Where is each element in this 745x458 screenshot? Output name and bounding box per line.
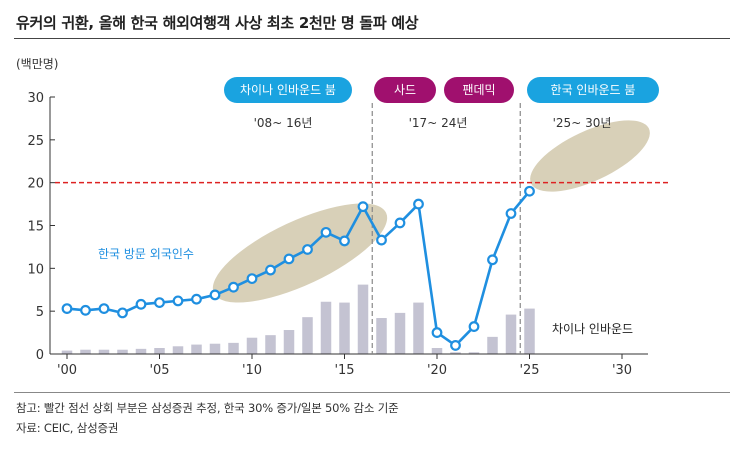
visitor-point bbox=[450, 340, 461, 351]
bar-china-inbound bbox=[431, 348, 443, 354]
x-tick-label: '25 bbox=[519, 363, 539, 378]
visitor-point bbox=[394, 217, 406, 229]
x-tick-label: '30 bbox=[612, 363, 632, 378]
visitor-point bbox=[117, 307, 128, 319]
bar-china-inbound bbox=[228, 342, 239, 354]
footnote-source: 자료: CEIC, 삼성증권 bbox=[16, 421, 119, 435]
visitor-point bbox=[228, 281, 239, 293]
bar-china-inbound bbox=[357, 284, 369, 354]
y-tick-label: 15 bbox=[27, 220, 44, 235]
pill-china-boom: 차이나 인바운드 붐 bbox=[224, 77, 352, 103]
bar-china-inbound bbox=[487, 336, 498, 354]
visitor-point bbox=[431, 327, 443, 338]
period-label-3: '25~ 30년 bbox=[553, 116, 612, 130]
visitor-point bbox=[413, 198, 424, 210]
visitor-point bbox=[357, 201, 369, 213]
bar-china-inbound bbox=[135, 348, 147, 354]
visitor-point bbox=[61, 303, 73, 314]
bar-china-inbound bbox=[80, 349, 91, 354]
x-tick-label: '15 bbox=[334, 363, 354, 378]
y-tick-label: 10 bbox=[27, 262, 44, 277]
bar-china-inbound bbox=[283, 330, 295, 354]
pill-thaad: 사드 bbox=[374, 77, 436, 103]
bar-china-inbound bbox=[339, 302, 350, 354]
visitor-point bbox=[154, 297, 165, 309]
svg-text:한국 인바운드 붐: 한국 인바운드 붐 bbox=[551, 83, 636, 97]
visitor-point bbox=[283, 253, 295, 265]
title-rule bbox=[14, 38, 730, 39]
x-tick-label: '20 bbox=[427, 363, 447, 378]
bar-china-inbound bbox=[265, 335, 276, 354]
svg-text:차이나 인바운드 붐: 차이나 인바운드 붐 bbox=[240, 83, 336, 97]
bar-china-inbound bbox=[209, 343, 221, 354]
bar-china-inbound bbox=[191, 344, 202, 354]
period-label-2: '17~ 24년 bbox=[409, 116, 468, 130]
chart-title: 유커의 귀환, 올해 한국 해외여행객 사상 최초 2천만 명 돌파 예상 bbox=[16, 14, 419, 32]
y-tick-label: 20 bbox=[27, 177, 44, 192]
visitor-point bbox=[172, 295, 184, 307]
bar-china-inbound bbox=[117, 349, 128, 354]
visitor-point bbox=[376, 234, 387, 246]
visitor-point bbox=[135, 298, 147, 310]
visitor-point bbox=[302, 244, 313, 255]
svg-text:사드: 사드 bbox=[394, 83, 416, 97]
bar-china-inbound bbox=[376, 318, 387, 354]
visitor-point bbox=[246, 273, 258, 285]
highlight-ellipse-right bbox=[530, 120, 650, 192]
visitor-point bbox=[80, 304, 91, 316]
visitor-point bbox=[505, 208, 517, 219]
bar-china-inbound bbox=[246, 337, 258, 354]
visitor-point bbox=[320, 226, 332, 238]
visitor-point bbox=[265, 264, 276, 276]
chart-svg: 0 5 10 15 20 25 30 '00 '05 '10 '15 '20 '25 '30 차이나 인바… bbox=[27, 77, 668, 378]
bar-china-inbound bbox=[98, 349, 110, 354]
pill-korea-boom: 한국 인바운드 붐 bbox=[527, 77, 659, 103]
x-tick-label: '10 bbox=[242, 363, 262, 378]
bar-china-inbound bbox=[61, 350, 73, 354]
footer-rule bbox=[14, 392, 730, 393]
bar-china-inbound bbox=[413, 302, 424, 354]
bar-china-inbound bbox=[524, 308, 535, 354]
line-series-label: 한국 방문 외국인수 bbox=[98, 247, 194, 261]
bar-china-inbound bbox=[320, 301, 332, 354]
y-axis-unit: (백만명) bbox=[16, 57, 59, 71]
visitor-point bbox=[339, 235, 350, 247]
bar-china-inbound bbox=[450, 352, 461, 354]
bar-china-inbound bbox=[154, 348, 165, 354]
y-tick-label: 5 bbox=[36, 305, 44, 320]
x-tick-label: '00 bbox=[57, 363, 77, 378]
visitor-point bbox=[524, 185, 535, 197]
bar-china-inbound bbox=[172, 346, 184, 354]
pill-pandemic: 팬데믹 bbox=[444, 77, 514, 103]
visitor-point bbox=[209, 289, 221, 301]
bar-china-inbound bbox=[505, 314, 517, 354]
x-tick-label: '05 bbox=[149, 363, 169, 378]
visitor-point bbox=[468, 321, 480, 332]
bar-china-inbound bbox=[394, 312, 406, 354]
visitor-point bbox=[487, 254, 498, 266]
period-label-1: '08~ 16년 bbox=[254, 116, 313, 130]
y-tick-label: 0 bbox=[36, 348, 44, 363]
bar-china-inbound bbox=[302, 317, 313, 354]
visitor-point bbox=[191, 293, 202, 305]
footnote-reference: 참고: 빨간 점선 상회 부분은 삼성증권 추정, 한국 30% 증가/일본 5… bbox=[16, 401, 399, 415]
y-tick-label: 30 bbox=[27, 91, 44, 106]
svg-text:팬데믹: 팬데믹 bbox=[462, 83, 495, 97]
visitor-point bbox=[98, 303, 110, 314]
y-tick-label: 25 bbox=[27, 134, 44, 149]
bar-series-label: 차이나 인바운드 bbox=[552, 322, 633, 336]
bar-china-inbound bbox=[468, 352, 480, 354]
